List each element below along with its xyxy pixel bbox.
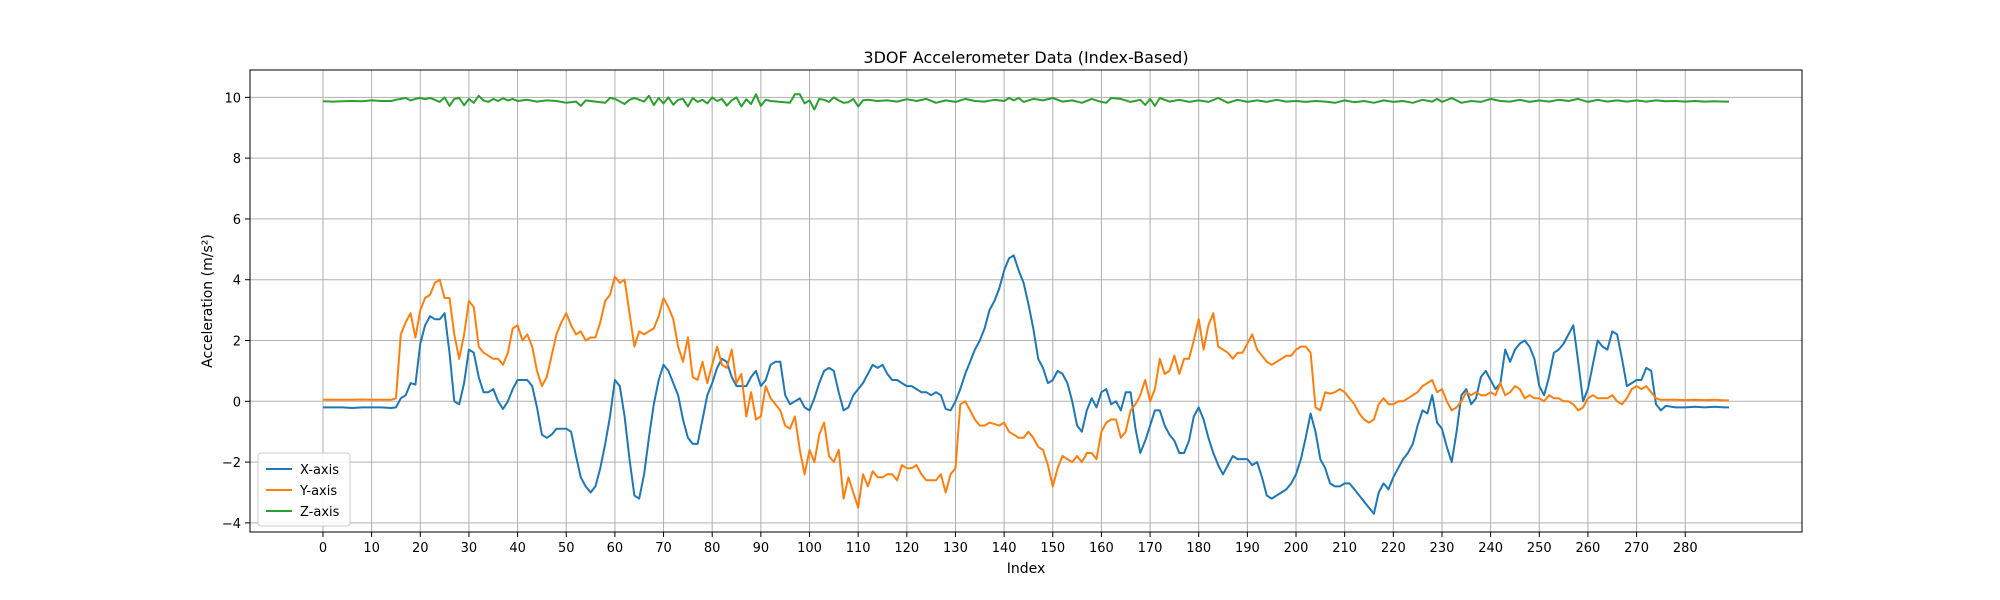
- y-gridlines: [250, 96, 1802, 524]
- x-tick-label: 70: [655, 541, 672, 556]
- series-line-z-axis: [322, 93, 1729, 111]
- x-tick-label: 170: [1138, 541, 1163, 556]
- plot-frame: [249, 69, 1803, 533]
- x-tick-label: 130: [943, 541, 968, 556]
- x-tick-label: 20: [412, 541, 429, 556]
- y-tick-label: 4: [233, 274, 241, 289]
- legend-label: Y-axis: [299, 484, 337, 499]
- x-tick-label: 10: [363, 541, 380, 556]
- legend-label: X-axis: [300, 463, 339, 478]
- x-tick-label: 120: [894, 541, 919, 556]
- chart-title: 3DOF Accelerometer Data (Index-Based): [863, 48, 1188, 67]
- y-ticks: −4 −2 0 2 4 6 8 10: [222, 91, 250, 532]
- y-tick-label: −4: [222, 517, 241, 532]
- x-tick-label: 100: [797, 541, 822, 556]
- x-tick-label: 230: [1430, 541, 1455, 556]
- x-tick-label: 220: [1381, 541, 1406, 556]
- x-tick-label: 140: [992, 541, 1017, 556]
- y-tick-label: 8: [233, 152, 241, 167]
- x-ticks: 0 10 20 30 40 50 60 70 80 90 100 110 120 130 140 150 160…: [319, 532, 1698, 556]
- y-tick-label: 10: [224, 91, 241, 106]
- y-tick-label: 6: [233, 213, 241, 228]
- x-tick-label: 30: [461, 541, 478, 556]
- x-tick-label: 160: [1089, 541, 1114, 556]
- x-tick-label: 180: [1186, 541, 1211, 556]
- x-tick-label: 250: [1527, 541, 1552, 556]
- x-tick-label: 50: [558, 541, 575, 556]
- x-tick-label: 200: [1284, 541, 1309, 556]
- x-tick-label: 110: [846, 541, 871, 556]
- y-tick-label: 2: [233, 335, 241, 350]
- x-tick-label: 260: [1576, 541, 1601, 556]
- x-tick-label: 0: [319, 541, 327, 556]
- x-axis-title: Index: [1007, 561, 1046, 577]
- x-tick-label: 60: [607, 541, 624, 556]
- legend-label: Z-axis: [300, 505, 340, 520]
- x-tick-label: 190: [1235, 541, 1260, 556]
- x-tick-label: 240: [1478, 541, 1503, 556]
- y-axis-title: Acceleration (m/s²): [200, 234, 216, 368]
- x-tick-label: 210: [1332, 541, 1357, 556]
- series-lines: [322, 93, 1729, 515]
- legend: X-axis Y-axis Z-axis: [257, 452, 351, 527]
- x-tick-label: 150: [1040, 541, 1065, 556]
- y-tick-label: −2: [222, 456, 241, 471]
- series-line-x-axis: [323, 254, 1729, 515]
- x-tick-label: 80: [704, 541, 721, 556]
- x-tick-label: 40: [509, 541, 526, 556]
- x-gridlines: [322, 70, 1686, 532]
- x-tick-label: 280: [1673, 541, 1698, 556]
- x-tick-label: 270: [1624, 541, 1649, 556]
- legend-box: [257, 452, 351, 527]
- y-tick-label: 0: [233, 395, 241, 410]
- x-tick-label: 90: [753, 541, 770, 556]
- series-line-y-axis: [323, 275, 1729, 509]
